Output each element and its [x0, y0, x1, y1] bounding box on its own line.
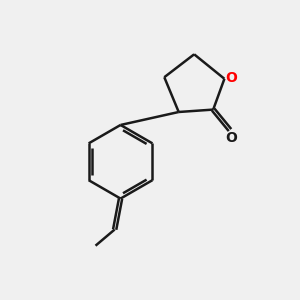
- Text: O: O: [225, 71, 237, 85]
- Text: O: O: [226, 131, 237, 145]
